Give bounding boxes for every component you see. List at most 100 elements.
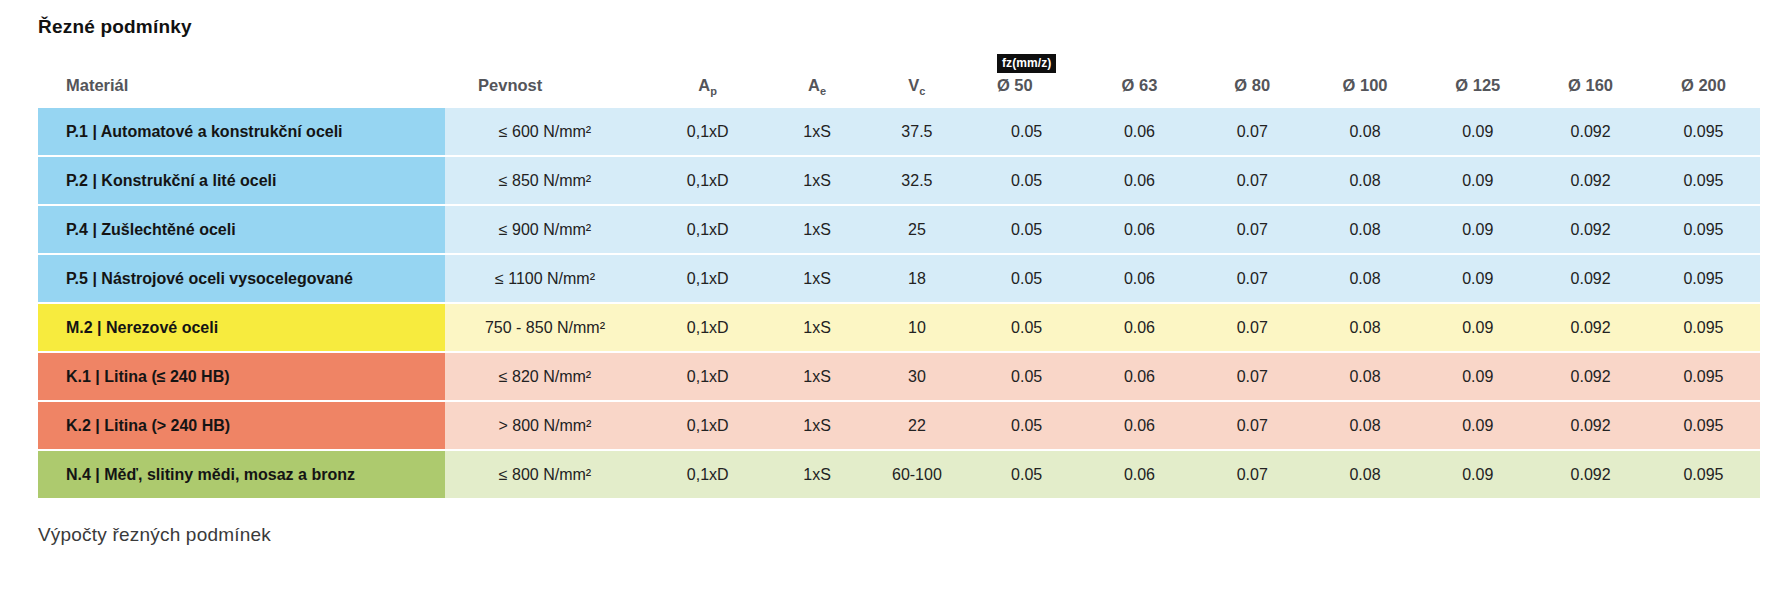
fz-cell: 0.08 [1309,451,1422,498]
col-header-diameter: Ø 80 [1196,52,1309,106]
table-row: K.1 | Litina (≤ 240 HB)≤ 820 N/mm²0,1xD1… [38,353,1760,400]
diameter-header-label: Ø 200 [1681,76,1726,95]
fz-cell: 0.07 [1196,402,1309,449]
fz-cell: 0.08 [1309,157,1422,204]
fz-cell: 0.095 [1647,206,1760,253]
diameter-header-label: Ø 125 [1455,76,1500,95]
page-title: Řezné podmínky [38,16,1760,38]
diameter-header-stack: Ø 80 [1234,76,1270,95]
ap-cell: 0,1xD [645,157,771,204]
ap-subscript: p [710,85,717,97]
ap-cell: 0,1xD [645,206,771,253]
vc-cell: 32.5 [864,157,971,204]
cutting-conditions-section: Řezné podmínky Materiál Pevnost Ap Ae Vc… [0,0,1778,546]
cutting-conditions-table: Materiál Pevnost Ap Ae Vc fz(mm/z)Ø 50Ø … [38,50,1760,500]
ap-cell: 0,1xD [645,402,771,449]
fz-cell: 0.06 [1083,108,1196,155]
ap-cell: 0,1xD [645,255,771,302]
fz-cell: 0.06 [1083,304,1196,351]
diameter-header-label: Ø 50 [997,76,1056,95]
material-cell: K.1 | Litina (≤ 240 HB) [38,353,445,400]
ap-cell: 0,1xD [645,304,771,351]
diameter-header-stack: Ø 200 [1681,76,1726,95]
fz-cell: 0.06 [1083,255,1196,302]
diameter-header-stack: Ø 63 [1122,76,1158,95]
pevnost-cell: 750 - 850 N/mm² [445,304,645,351]
fz-cell: 0.08 [1309,206,1422,253]
fz-cell: 0.09 [1421,451,1534,498]
fz-cell: 0.092 [1534,255,1647,302]
vc-subscript: c [919,85,925,97]
ap-symbol: A [698,76,710,94]
fz-cell: 0.092 [1534,402,1647,449]
fz-cell: 0.06 [1083,402,1196,449]
vc-cell: 25 [864,206,971,253]
table-row: P.2 | Konstrukční a lité oceli≤ 850 N/mm… [38,157,1760,204]
ae-cell: 1xS [771,157,864,204]
fz-cell: 0.095 [1647,304,1760,351]
col-header-diameter: Ø 200 [1647,52,1760,106]
section-footer-title: Výpočty řezných podmínek [38,524,1760,546]
vc-cell: 18 [864,255,971,302]
fz-cell: 0.092 [1534,206,1647,253]
material-cell: M.2 | Nerezové oceli [38,304,445,351]
fz-cell: 0.09 [1421,108,1534,155]
fz-cell: 0.07 [1196,255,1309,302]
fz-cell: 0.09 [1421,255,1534,302]
table-row: P.5 | Nástrojové oceli vysocelegované≤ 1… [38,255,1760,302]
ae-cell: 1xS [771,304,864,351]
ae-cell: 1xS [771,402,864,449]
col-header-material: Materiál [38,52,445,106]
diameter-header-stack: Ø 160 [1568,76,1613,95]
vc-cell: 22 [864,402,971,449]
ae-symbol: A [808,76,820,94]
col-header-diameter: Ø 160 [1534,52,1647,106]
fz-cell: 0.05 [970,451,1083,498]
fz-cell: 0.095 [1647,108,1760,155]
diameter-header-label: Ø 80 [1234,76,1270,95]
col-header-diameter: Ø 63 [1083,52,1196,106]
pevnost-cell: ≤ 900 N/mm² [445,206,645,253]
pevnost-cell: ≤ 800 N/mm² [445,451,645,498]
diameter-header-stack: Ø 125 [1455,76,1500,95]
fz-cell: 0.07 [1196,451,1309,498]
table-row: K.2 | Litina (> 240 HB)> 800 N/mm²0,1xD1… [38,402,1760,449]
ap-cell: 0,1xD [645,108,771,155]
fz-cell: 0.07 [1196,304,1309,351]
fz-cell: 0.05 [970,402,1083,449]
pevnost-cell: ≤ 600 N/mm² [445,108,645,155]
fz-cell: 0.05 [970,255,1083,302]
material-cell: K.2 | Litina (> 240 HB) [38,402,445,449]
table-row: P.4 | Zušlechtěné oceli≤ 900 N/mm²0,1xD1… [38,206,1760,253]
ap-cell: 0,1xD [645,451,771,498]
pevnost-cell: ≤ 1100 N/mm² [445,255,645,302]
fz-cell: 0.06 [1083,157,1196,204]
fz-unit-badge: fz(mm/z) [997,54,1056,73]
ae-cell: 1xS [771,206,864,253]
fz-cell: 0.095 [1647,157,1760,204]
table-row: N.4 | Měď, slitiny mědi, mosaz a bronz≤ … [38,451,1760,498]
material-cell: P.5 | Nástrojové oceli vysocelegované [38,255,445,302]
ap-cell: 0,1xD [645,353,771,400]
vc-cell: 10 [864,304,971,351]
vc-cell: 37.5 [864,108,971,155]
fz-cell: 0.07 [1196,206,1309,253]
fz-cell: 0.07 [1196,157,1309,204]
col-header-pevnost: Pevnost [445,52,645,106]
fz-cell: 0.08 [1309,402,1422,449]
vc-cell: 60-100 [864,451,971,498]
fz-cell: 0.05 [970,157,1083,204]
col-header-vc: Vc [864,52,971,106]
vc-cell: 30 [864,353,971,400]
col-header-diameter: fz(mm/z) Ø 50 [970,52,1083,106]
fz-cell: 0.05 [970,353,1083,400]
fz-cell: 0.08 [1309,108,1422,155]
fz-cell: 0.09 [1421,206,1534,253]
pevnost-cell: > 800 N/mm² [445,402,645,449]
col-header-diameter: Ø 100 [1309,52,1422,106]
fz-cell: 0.06 [1083,451,1196,498]
fz-cell: 0.08 [1309,353,1422,400]
table-body: P.1 | Automatové a konstrukční oceli≤ 60… [38,108,1760,498]
ae-cell: 1xS [771,108,864,155]
fz-cell: 0.092 [1534,157,1647,204]
